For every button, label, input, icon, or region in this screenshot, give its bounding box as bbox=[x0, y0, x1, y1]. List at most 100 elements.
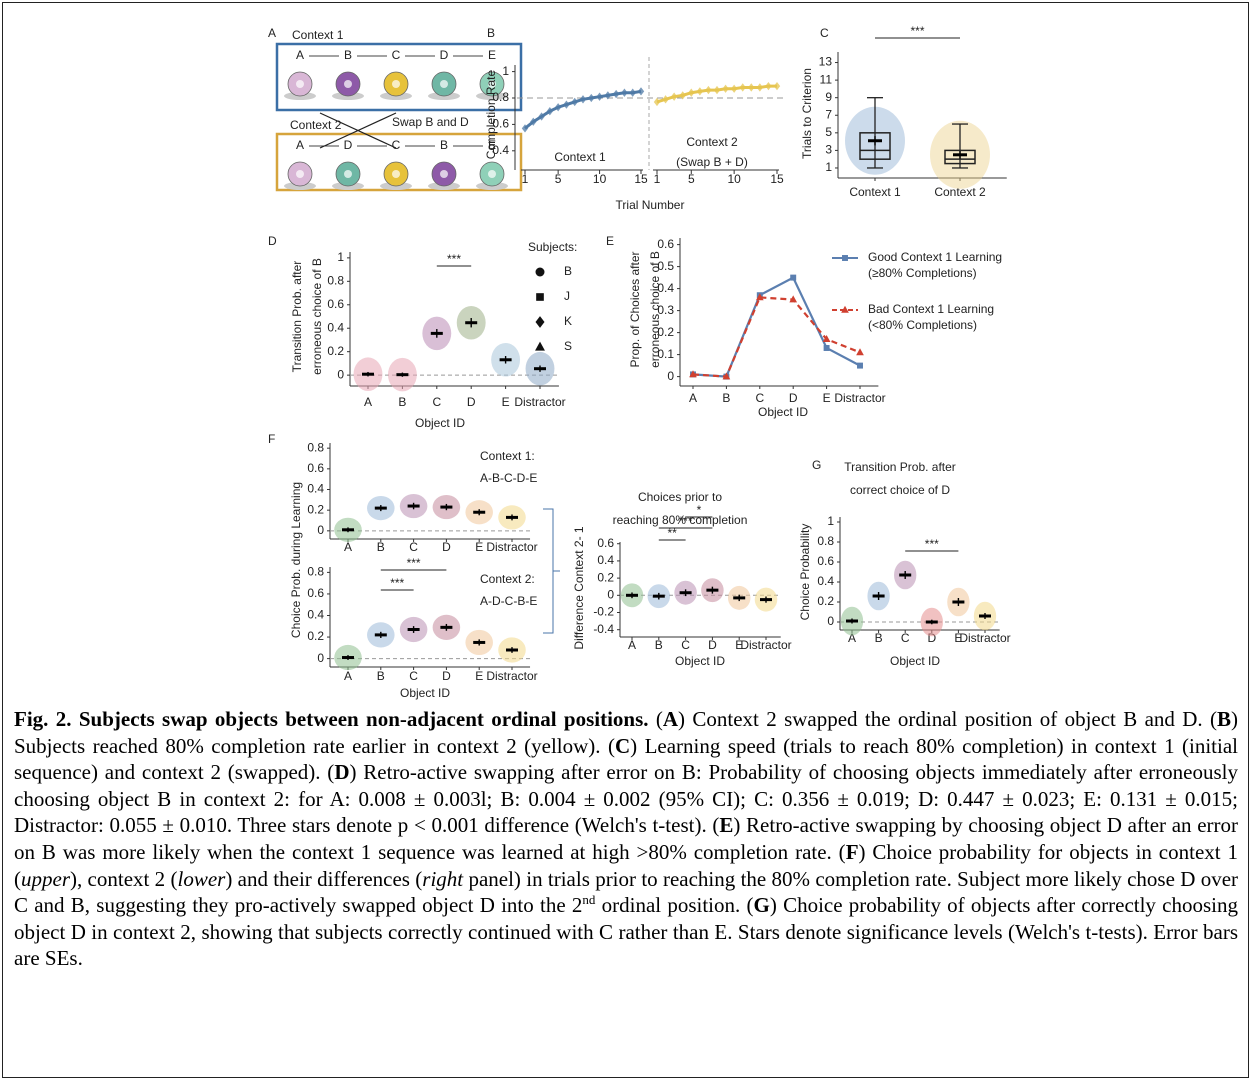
object-detail bbox=[344, 170, 352, 178]
caption-text: D bbox=[334, 760, 350, 785]
caption-text: ) Choice probability of objects after co… bbox=[14, 893, 1238, 971]
sequence-letter: C bbox=[392, 138, 401, 152]
caption-text: C bbox=[614, 733, 631, 758]
x-tick-label: E bbox=[502, 395, 510, 409]
object-detail bbox=[296, 80, 304, 88]
x-tick-label: D bbox=[927, 631, 936, 645]
panel-label: E bbox=[606, 234, 614, 248]
y-tick-label: 0.6 bbox=[307, 586, 324, 600]
x-tick-label: A bbox=[848, 631, 856, 645]
box bbox=[859, 132, 891, 160]
y-tick-label: 0.8 bbox=[307, 565, 324, 579]
x-tick-label: B bbox=[398, 395, 406, 409]
x-tick-label: Distractor bbox=[486, 540, 537, 554]
y-tick-label: 0 bbox=[317, 651, 324, 665]
context-box bbox=[275, 42, 523, 112]
y-tick-label: 0.2 bbox=[307, 629, 324, 643]
marker bbox=[722, 372, 731, 380]
caption-text: B bbox=[1217, 707, 1232, 731]
panel-label: A bbox=[268, 26, 276, 40]
x-tick-label: 5 bbox=[555, 172, 562, 186]
x-tick-label: D bbox=[442, 669, 451, 683]
y-tick-label: 0.6 bbox=[307, 461, 324, 475]
context-label: Context 1 bbox=[554, 150, 606, 164]
context-subtitle: (Swap B + D) bbox=[676, 155, 748, 169]
caption-text: ) Retro-active swapping by choosing obje… bbox=[14, 813, 1238, 864]
caption-text: E bbox=[719, 813, 734, 838]
caption-text: A bbox=[662, 707, 679, 731]
panel-title: correct choice of D bbox=[850, 483, 950, 497]
y-tick-label: 0.4 bbox=[327, 320, 344, 334]
legend-label: Good Context 1 Learning bbox=[868, 250, 1002, 264]
panel-title: reaching 80% completion bbox=[613, 513, 748, 527]
y-tick-label: 13 bbox=[819, 55, 833, 69]
x-tick-label: E bbox=[475, 540, 483, 554]
y-tick-label: 0.2 bbox=[327, 344, 344, 358]
caption-text: right bbox=[422, 866, 464, 891]
x-tick-label: 1 bbox=[522, 172, 529, 186]
y-axis-label: Transition Prob. after bbox=[290, 261, 304, 373]
y-tick-label: 9 bbox=[825, 90, 832, 104]
caption-text: ), context 2 ( bbox=[70, 866, 178, 891]
x-tick-label: Distractor bbox=[514, 395, 565, 409]
x-tick-label: E bbox=[954, 631, 962, 645]
caption-text: nd bbox=[582, 892, 596, 908]
marker bbox=[857, 362, 863, 369]
y-tick-label: 0 bbox=[667, 369, 674, 383]
marker bbox=[823, 345, 830, 351]
y-tick-label: 0 bbox=[607, 587, 614, 601]
sequence-letter: C bbox=[392, 48, 401, 62]
x-tick-label: A bbox=[364, 395, 372, 409]
legend-label: K bbox=[564, 314, 572, 328]
legend-note: (≥80% Completions) bbox=[868, 266, 977, 280]
object-detail bbox=[488, 170, 496, 178]
x-tick-label: D bbox=[442, 540, 451, 554]
x-tick-label: C bbox=[901, 631, 910, 645]
sequence-letter: A bbox=[296, 138, 304, 152]
caption-title: Fig. 2. Subjects swap objects between no… bbox=[14, 707, 649, 731]
significance-label: *** bbox=[447, 252, 461, 266]
y-tick-label: -0.2 bbox=[593, 605, 614, 619]
x-tick-label: D bbox=[708, 638, 717, 652]
y-tick-label: 0 bbox=[337, 367, 344, 381]
bracket bbox=[543, 508, 560, 634]
y-tick-label: 0.6 bbox=[597, 536, 614, 550]
panel-title: Transition Prob. after bbox=[844, 460, 956, 474]
caption-text: ordinal position. ( bbox=[595, 893, 754, 918]
significance-label: * bbox=[697, 503, 702, 517]
y-tick-label: 0 bbox=[827, 614, 834, 628]
y-tick-label: 0.8 bbox=[327, 273, 344, 287]
context-title: Context 1 bbox=[292, 28, 344, 42]
x-axis-label: Trial Number bbox=[616, 198, 685, 212]
y-tick-label: 5 bbox=[825, 125, 832, 139]
x-tick-label: 10 bbox=[727, 172, 741, 186]
significance-label: *** bbox=[925, 537, 939, 551]
sequence-letter: E bbox=[488, 48, 496, 62]
y-tick-label: 0.4 bbox=[492, 143, 509, 157]
object-detail bbox=[488, 80, 496, 88]
y-tick-label: 0.6 bbox=[817, 554, 834, 568]
x-tick-label: 1 bbox=[654, 172, 661, 186]
context-label: Context 2 bbox=[686, 135, 738, 149]
marker bbox=[841, 305, 849, 313]
series-line bbox=[692, 276, 861, 378]
caption-text: ) and their differences ( bbox=[225, 866, 423, 891]
object-detail bbox=[440, 80, 448, 88]
y-tick-label: 0.2 bbox=[597, 570, 614, 584]
context-box bbox=[275, 132, 523, 192]
annotation: Context 2: bbox=[480, 572, 535, 586]
x-axis-label: Object ID bbox=[890, 654, 940, 668]
y-tick-label: 0.4 bbox=[597, 553, 614, 567]
x-tick-label: B bbox=[875, 631, 883, 645]
object-detail bbox=[392, 80, 400, 88]
y-axis-label: Choice Prob. during Learning bbox=[289, 482, 303, 638]
panel-label: C bbox=[820, 26, 829, 40]
caption-text: F bbox=[845, 839, 859, 864]
swap-label: Swap B and D bbox=[392, 115, 469, 129]
caption-text: panel) in trials prior to reaching the 8… bbox=[14, 866, 1239, 918]
x-tick-label: C bbox=[755, 391, 764, 405]
marker bbox=[536, 293, 544, 301]
x-tick-label: C bbox=[409, 669, 418, 683]
